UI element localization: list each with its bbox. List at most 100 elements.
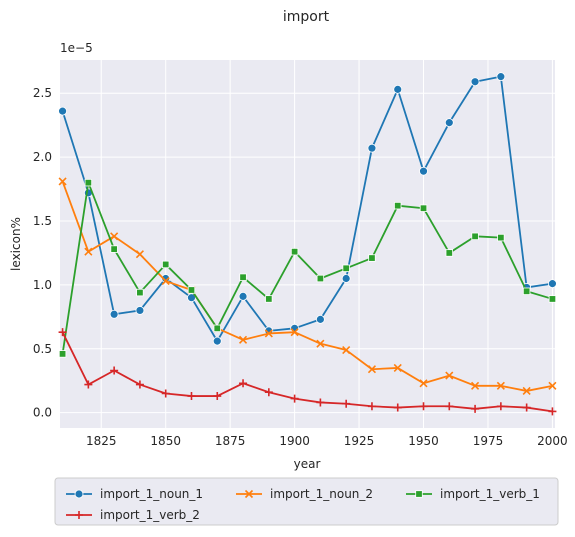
series-line (61, 181, 553, 355)
data-point (84, 380, 93, 389)
data-point (58, 177, 67, 186)
data-point (393, 363, 402, 373)
data-point (497, 233, 505, 242)
data-point (419, 204, 428, 212)
data-point (135, 380, 144, 389)
data-point (367, 365, 377, 374)
data-point (548, 279, 557, 289)
data-point (445, 371, 454, 380)
data-point (316, 274, 325, 283)
data-point (238, 335, 248, 344)
data-point (394, 201, 402, 210)
y-axis-label: lexicon% (9, 217, 23, 271)
data-point (161, 276, 170, 286)
data-point (548, 295, 557, 303)
data-point (212, 336, 222, 346)
y-tick-label: 0.5 (33, 342, 52, 356)
data-point (238, 291, 248, 301)
legend-label: import_1_verb_1 (440, 487, 540, 501)
data-point (367, 402, 376, 411)
data-point (470, 77, 480, 87)
data-point (496, 381, 505, 390)
data-point (316, 339, 325, 348)
x-tick-label: 1900 (279, 434, 310, 448)
data-point (110, 245, 118, 253)
data-point (444, 118, 454, 128)
data-point (522, 287, 531, 295)
data-point (419, 402, 428, 411)
data-point (496, 72, 506, 82)
data-point (342, 399, 351, 408)
data-point (471, 232, 479, 241)
legend-marker (244, 489, 254, 499)
data-point (548, 381, 557, 390)
data-point (239, 273, 247, 281)
data-point (109, 309, 119, 319)
legend-label: import_1_verb_2 (100, 508, 200, 522)
data-point (84, 247, 93, 256)
x-tick-label: 1950 (408, 434, 439, 448)
data-point (419, 379, 428, 388)
data-point (84, 178, 93, 187)
legend-marker (74, 489, 84, 499)
y-tick-label: 0.0 (33, 406, 52, 420)
x-tick-label: 1975 (473, 434, 504, 448)
data-point (316, 398, 325, 407)
data-point (368, 254, 376, 262)
chart-title: import (283, 9, 330, 25)
grid (60, 60, 555, 428)
legend: import_1_noun_1 import_1_noun_2 import_1_v… (54, 477, 559, 526)
data-point (110, 232, 119, 241)
x-tick-label: 1875 (215, 434, 246, 448)
data-point (135, 250, 144, 259)
axis-ticks: 1825 1850 1875 1900 1925 1950 1975 2000 0.0 0.5 1.… (33, 86, 568, 448)
data-point (110, 366, 119, 375)
data-point (239, 379, 248, 388)
data-point (265, 295, 273, 303)
legend-item: import_1_verb_1 (406, 487, 540, 501)
x-tick-label: 1850 (150, 434, 181, 448)
data-point (445, 249, 453, 257)
plot-area (60, 60, 555, 428)
data-point (162, 260, 170, 269)
legend-label: import_1_noun_1 (100, 487, 203, 501)
data-point (58, 328, 67, 337)
series-line (61, 331, 553, 413)
legend-marker (415, 490, 423, 498)
data-point (522, 386, 531, 396)
legend-item: import_1_noun_2 (236, 487, 373, 501)
y-tick-label: 1.5 (33, 214, 52, 228)
data-point (315, 314, 325, 324)
data-point (471, 404, 480, 413)
data-point (419, 166, 428, 176)
data-point (58, 350, 67, 358)
data-point (393, 403, 402, 412)
x-tick-label: 1825 (86, 434, 117, 448)
data-point (471, 381, 480, 390)
data-point (213, 392, 222, 401)
legend-item: import_1_verb_2 (66, 508, 200, 522)
series-line (61, 181, 553, 392)
legend-label: import_1_noun_2 (270, 487, 373, 501)
data-point (136, 288, 144, 297)
x-tick-label: 1925 (344, 434, 375, 448)
y-offset-label: 1e−5 (60, 41, 93, 55)
series-layer (58, 72, 557, 416)
data-point (213, 324, 221, 333)
data-point (496, 402, 505, 411)
y-tick-label: 2.0 (33, 150, 52, 164)
data-point (290, 247, 299, 256)
data-point (548, 407, 557, 416)
data-point (161, 274, 171, 283)
data-point (522, 403, 531, 412)
data-point (135, 306, 145, 315)
data-point (342, 345, 351, 355)
data-point (445, 402, 454, 411)
data-point (58, 106, 67, 116)
data-point (367, 143, 377, 153)
data-point (264, 329, 273, 338)
legend-item: import_1_noun_1 (66, 487, 203, 501)
data-point (341, 274, 351, 283)
y-tick-label: 2.5 (33, 86, 52, 100)
